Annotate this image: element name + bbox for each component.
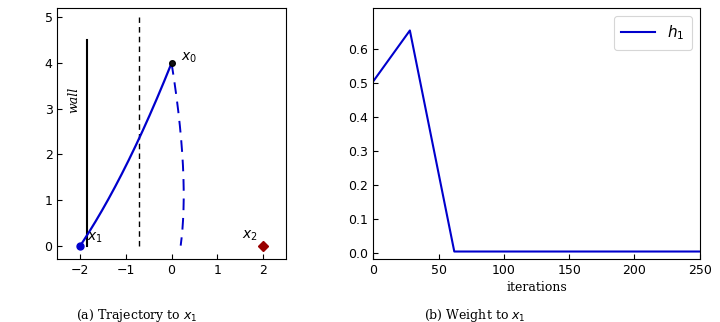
Text: wall: wall (67, 87, 80, 113)
Text: (a) Trajectory to $x_1$: (a) Trajectory to $x_1$ (76, 307, 197, 322)
X-axis label: iterations: iterations (506, 281, 567, 294)
Legend: $h_1$: $h_1$ (613, 16, 692, 50)
Text: (b) Weight to $x_1$: (b) Weight to $x_1$ (424, 307, 526, 322)
Text: $x_2$: $x_2$ (243, 229, 258, 243)
Text: $x_1$: $x_1$ (87, 230, 103, 244)
Text: $x_0$: $x_0$ (181, 51, 197, 65)
